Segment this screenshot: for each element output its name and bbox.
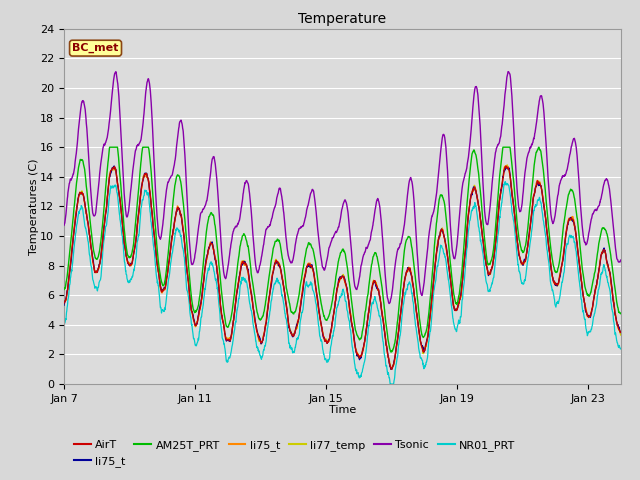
Legend: AirT, li75_t, AM25T_PRT, li75_t, li77_temp, Tsonic, NR01_PRT: AirT, li75_t, AM25T_PRT, li75_t, li77_te… — [70, 436, 520, 471]
Title: Temperature: Temperature — [298, 12, 387, 26]
Y-axis label: Temperatures (C): Temperatures (C) — [29, 158, 38, 255]
X-axis label: Time: Time — [329, 405, 356, 415]
Text: BC_met: BC_met — [72, 43, 119, 53]
